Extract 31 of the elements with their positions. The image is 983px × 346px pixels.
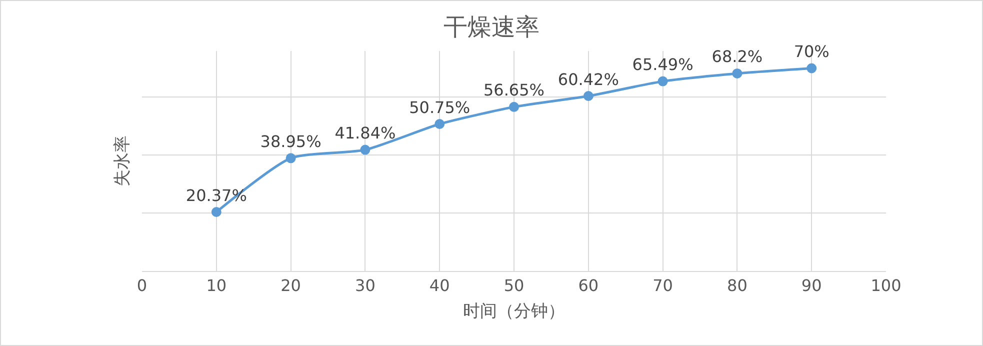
chart-title: 干燥速率 bbox=[444, 13, 540, 41]
point bbox=[806, 63, 817, 74]
point bbox=[509, 102, 519, 112]
point bbox=[658, 76, 668, 86]
x-tick-label: 0 bbox=[136, 276, 148, 296]
point bbox=[434, 119, 445, 130]
point bbox=[583, 91, 594, 101]
point bbox=[286, 153, 296, 164]
x-tick-label: 30 bbox=[355, 276, 376, 296]
point bbox=[360, 144, 370, 155]
data-label: 70% bbox=[794, 42, 830, 61]
x-tick-label: 40 bbox=[429, 276, 450, 296]
x-axis-title: 时间（分钟） bbox=[463, 302, 565, 322]
data-label: 65.49% bbox=[632, 55, 694, 74]
data-label: 56.65% bbox=[483, 80, 545, 100]
x-tick-label: 50 bbox=[504, 276, 524, 296]
data-label: 41.84% bbox=[334, 124, 396, 143]
data-label: 50.75% bbox=[409, 98, 470, 117]
x-tick-label: 90 bbox=[801, 276, 822, 296]
y-axis-title: 失水率 bbox=[112, 136, 133, 186]
x-tick-label: 80 bbox=[727, 276, 748, 296]
data-label: 38.95% bbox=[260, 132, 322, 151]
data-label: 60.42% bbox=[558, 70, 619, 89]
point bbox=[732, 68, 742, 78]
x-tick-label: 20 bbox=[280, 276, 301, 296]
x-tick-label: 10 bbox=[206, 276, 227, 296]
x-tick-label: 70 bbox=[652, 276, 673, 296]
x-tick-label: 100 bbox=[870, 276, 902, 296]
x-tick-label: 60 bbox=[578, 276, 599, 296]
data-label: 68.2% bbox=[712, 47, 763, 66]
point bbox=[211, 207, 222, 217]
